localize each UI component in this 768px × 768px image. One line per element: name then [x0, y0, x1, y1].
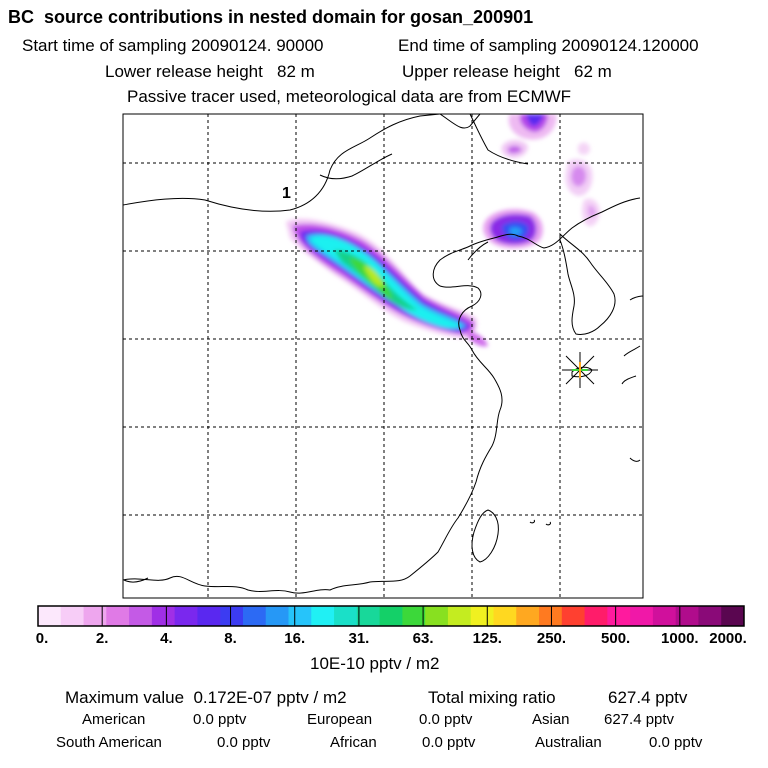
- lat-lon-grid: [123, 114, 643, 598]
- plot-title: BC source contributions in nested domain…: [8, 7, 534, 27]
- concentration-plume: [286, 114, 600, 347]
- colorbar-tick-label: 63.: [412, 630, 434, 647]
- colorbar-tick-label: 500.: [601, 630, 631, 647]
- colorbar-swatch: [242, 606, 267, 626]
- max-value-label: Maximum value 0.172E-07 pptv / m2: [65, 688, 347, 707]
- colorbar-swatch: [698, 606, 722, 626]
- upper-release-label: Upper release height 62 m: [402, 62, 612, 81]
- region-name: European: [307, 711, 373, 728]
- region-value: 0.0 pptv: [419, 711, 473, 728]
- colorbar-swatch: [106, 606, 130, 626]
- region-name: South American: [56, 734, 162, 751]
- region-name: Australian: [535, 734, 602, 751]
- lower-release-label: Lower release height 82 m: [105, 62, 315, 81]
- colorbar-swatch: [447, 606, 472, 626]
- region-value: 627.4 pptv: [604, 711, 675, 728]
- colorbar-swatch: [539, 606, 563, 626]
- colorbar-swatch: [470, 606, 494, 626]
- region-name: African: [330, 734, 377, 751]
- colorbar-swatch: [197, 606, 221, 626]
- colorbar-swatch: [129, 606, 153, 626]
- coastlines: [123, 114, 643, 594]
- region-value: 0.0 pptv: [193, 711, 247, 728]
- colorbar-swatch: [311, 606, 335, 626]
- colorbar-swatch: [561, 606, 585, 626]
- colorbar-swatch: [151, 606, 176, 626]
- colorbar-swatch: [516, 606, 540, 626]
- colorbar-frame: [37, 605, 745, 627]
- colorbar-tick-label: 8.: [224, 630, 237, 647]
- total-mixing-value: 627.4 pptv: [608, 688, 688, 707]
- colorbar-swatch: [288, 606, 312, 626]
- region-name: American: [82, 711, 146, 728]
- colorbar-swatch: [584, 606, 608, 626]
- tracer-note: Passive tracer used, meteorological data…: [127, 87, 572, 106]
- colorbar-swatch: [174, 606, 198, 626]
- colorbar-swatch: [265, 606, 289, 626]
- colorbar-swatch: [493, 606, 517, 626]
- end-time-label: End time of sampling 20090124.120000: [398, 36, 699, 55]
- colorbar-tick-label: 31.: [348, 630, 370, 647]
- region-value: 0.0 pptv: [217, 734, 271, 751]
- start-time-label: Start time of sampling 20090124. 90000: [22, 36, 324, 55]
- colorbar-tick-label: 1000.: [661, 630, 699, 647]
- colorbar-swatch: [379, 606, 403, 626]
- colorbar-tick-label: 16.: [284, 630, 306, 647]
- colorbar-swatch: [356, 606, 381, 626]
- colorbar-swatch: [425, 606, 449, 626]
- colorbar-tick-label: 2000.: [709, 630, 747, 647]
- colorbar-swatch: [721, 606, 745, 626]
- station-star-icon: [562, 352, 598, 388]
- colorbar-tick-label: 0.: [35, 630, 49, 647]
- region-name: Asian: [532, 711, 570, 728]
- colorbar-swatch: [607, 606, 631, 626]
- colorbar-swatch: [652, 606, 677, 626]
- colorbar: [38, 606, 745, 626]
- colorbar-tick-label: 2.: [95, 630, 109, 647]
- release-marker-label: 1: [282, 185, 291, 202]
- region-value: 0.0 pptv: [649, 734, 703, 751]
- colorbar-swatch: [334, 606, 358, 626]
- colorbar-unit: 10E-10 pptv / m2: [310, 654, 440, 673]
- colorbar-swatch: [38, 606, 62, 626]
- colorbar-swatch: [630, 606, 654, 626]
- colorbar-swatch: [60, 606, 84, 626]
- total-mixing-label: Total mixing ratio: [428, 688, 556, 707]
- colorbar-swatch: [83, 606, 107, 626]
- colorbar-swatch: [220, 606, 244, 626]
- colorbar-tick-label: 4.: [160, 630, 173, 647]
- map-area: [123, 114, 643, 598]
- region-value: 0.0 pptv: [422, 734, 476, 751]
- map-frame: [122, 113, 644, 599]
- colorbar-tick-label: 125.: [472, 630, 502, 647]
- colorbar-swatch: [675, 606, 699, 626]
- colorbar-swatch: [402, 606, 426, 626]
- colorbar-tick-label: 250.: [536, 630, 567, 647]
